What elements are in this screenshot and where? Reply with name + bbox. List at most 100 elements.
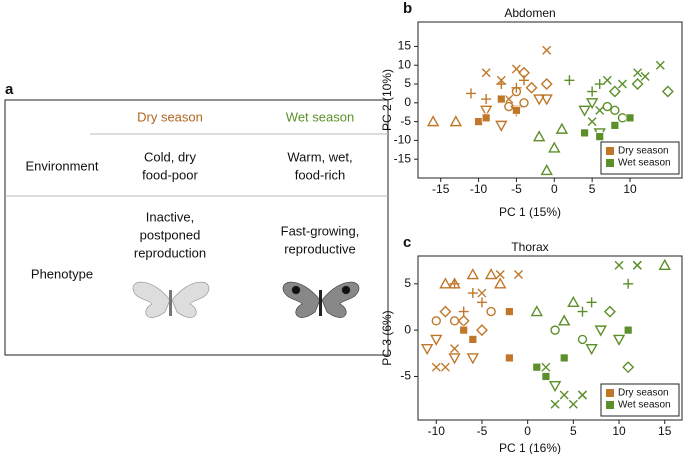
- panel-label: b: [403, 0, 412, 17]
- point: [594, 325, 607, 337]
- point: [448, 277, 461, 289]
- x-tick-label: 10: [612, 424, 626, 438]
- point: [449, 316, 460, 326]
- panel-label: a: [5, 81, 14, 98]
- cell-text: reproductive: [284, 241, 356, 256]
- x-axis-label: PC 1 (16%): [499, 441, 561, 454]
- panel-label: c: [403, 234, 411, 251]
- point: [496, 75, 506, 85]
- y-tick-label: -5: [400, 114, 411, 128]
- point: [514, 270, 524, 280]
- point: [518, 66, 530, 79]
- point: [495, 120, 508, 132]
- point: [467, 288, 478, 299]
- point: [476, 297, 487, 308]
- point: [622, 361, 635, 374]
- point: [555, 122, 569, 134]
- point: [468, 334, 478, 344]
- legend-swatch: [606, 401, 614, 409]
- row-label: Environment: [26, 158, 99, 173]
- point: [559, 353, 569, 363]
- point: [559, 390, 569, 400]
- x-tick-label: 5: [589, 182, 596, 196]
- point: [585, 98, 599, 110]
- cell-text: food-rich: [295, 167, 346, 182]
- point: [439, 277, 452, 289]
- point: [587, 86, 598, 97]
- y-axis-label: PC 2 (10%): [380, 69, 394, 131]
- butterfly-wet: [282, 281, 360, 318]
- column-header: Wet season: [286, 109, 354, 124]
- y-tick-label: -15: [394, 151, 412, 165]
- point: [431, 316, 441, 326]
- point: [655, 60, 665, 70]
- point: [612, 334, 626, 346]
- point: [540, 94, 553, 106]
- x-tick-label: 15: [658, 424, 672, 438]
- point: [595, 132, 605, 142]
- point: [632, 260, 642, 270]
- point: [459, 325, 469, 335]
- chart-title: Abdomen: [504, 6, 555, 20]
- point: [504, 101, 514, 112]
- cell-text: Cold, dry: [144, 149, 197, 164]
- point: [540, 164, 553, 176]
- point: [577, 390, 587, 400]
- y-tick-label: 5: [404, 276, 411, 290]
- point: [558, 314, 571, 326]
- point: [479, 105, 493, 117]
- point: [585, 343, 598, 356]
- point: [466, 353, 480, 365]
- point: [431, 362, 441, 372]
- x-tick-label: -5: [477, 424, 488, 438]
- point: [532, 94, 546, 106]
- point: [586, 297, 597, 308]
- point: [578, 105, 591, 117]
- point: [658, 258, 671, 270]
- point: [495, 270, 505, 280]
- legend-label: Wet season: [618, 158, 671, 169]
- point: [420, 343, 434, 356]
- point: [542, 45, 552, 55]
- point: [494, 277, 507, 289]
- y-tick-label: 5: [404, 76, 411, 90]
- point: [631, 78, 644, 91]
- point: [475, 324, 488, 337]
- point: [511, 86, 522, 97]
- point: [532, 362, 542, 372]
- column-header: Dry season: [137, 109, 203, 124]
- point: [448, 353, 461, 365]
- point: [625, 113, 635, 123]
- y-axis-label: PC 3 (6%): [380, 310, 394, 365]
- x-tick-label: 0: [551, 182, 558, 196]
- point: [550, 399, 560, 409]
- point: [474, 117, 483, 127]
- point: [602, 75, 612, 85]
- point: [567, 295, 580, 308]
- y-tick-label: 10: [398, 57, 412, 71]
- point: [548, 381, 562, 393]
- x-tick-label: 5: [570, 424, 577, 438]
- point: [496, 94, 506, 104]
- point: [608, 85, 621, 98]
- point: [511, 64, 521, 74]
- cell-text: Inactive,: [146, 209, 194, 224]
- legend-label: Dry season: [618, 388, 669, 399]
- point: [595, 105, 605, 115]
- point: [541, 362, 551, 372]
- cell-text: food-poor: [142, 167, 198, 182]
- point: [548, 141, 561, 153]
- point: [439, 305, 452, 318]
- y-tick-label: 0: [404, 322, 411, 336]
- point: [449, 115, 463, 127]
- x-tick-label: -5: [511, 182, 522, 196]
- point: [525, 81, 538, 94]
- point: [623, 278, 634, 289]
- y-tick-label: -5: [400, 369, 411, 383]
- point: [541, 372, 551, 381]
- x-tick-label: -15: [432, 182, 450, 196]
- y-tick-label: 0: [404, 95, 411, 109]
- point: [617, 113, 628, 123]
- point: [577, 334, 588, 345]
